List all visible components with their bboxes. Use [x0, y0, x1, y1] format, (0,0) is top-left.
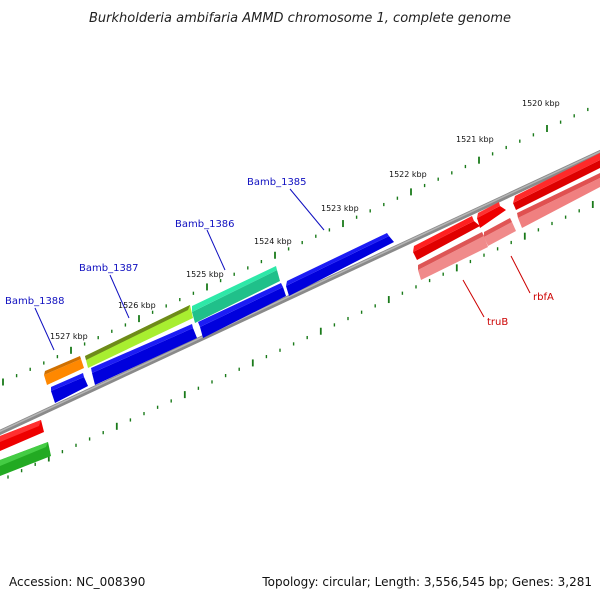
gene-rbfa-forward[interactable]	[477, 202, 506, 228]
gene-bamb1386-forward[interactable]	[192, 266, 280, 323]
gene-bamb1387-forward[interactable]	[85, 305, 193, 368]
upper-tick-row	[2, 107, 589, 386]
bamb1385-leader	[289, 188, 325, 231]
tick-label-1524: 1524 kbp	[254, 237, 292, 246]
trub-leader	[462, 279, 485, 318]
gene-trub-reverse[interactable]	[418, 232, 488, 280]
bamb1388-leader	[34, 307, 55, 351]
tick-label-1523: 1523 kbp	[321, 204, 359, 213]
gene-bamb1388-reverse[interactable]	[51, 373, 88, 403]
gene-red-forward-right[interactable]	[513, 153, 600, 210]
gene-bamb1386-reverse[interactable]	[198, 283, 286, 338]
tick-label-1526: 1526 kbp	[118, 301, 156, 310]
locus-label-bamb1388[interactable]: Bamb_1388	[5, 296, 65, 307]
tick-label-1521: 1521 kbp	[456, 135, 494, 144]
gene-bamb1388-forward[interactable]	[44, 356, 84, 385]
lower-tick-row	[7, 200, 594, 479]
accession-text: Accession: NC_008390	[9, 575, 145, 589]
tick-label-1520: 1520 kbp	[522, 99, 560, 108]
topology-text: Topology: circular; Length: 3,556,545 bp…	[261, 575, 592, 589]
chromosome-backbone-highlight	[0, 150, 600, 433]
tick-label-1522: 1522 kbp	[389, 170, 427, 179]
map-title: Burkholderia ambifaria AMMD chromosome 1…	[89, 11, 511, 26]
locus-label-bamb1385[interactable]: Bamb_1385	[247, 177, 307, 188]
gene-red-left[interactable]	[0, 420, 44, 451]
gene-bamb1385-forward[interactable]	[286, 233, 394, 296]
bamb1386-leader	[206, 229, 226, 271]
rbfa-leader	[510, 255, 531, 294]
gene-green-left[interactable]	[0, 442, 51, 476]
chromosome-backbone	[0, 149, 600, 436]
bamb1387-leader	[109, 274, 130, 319]
tick-label-1525: 1525 kbp	[186, 270, 224, 279]
gene-trub-forward[interactable]	[413, 216, 480, 260]
locus-label-bamb1386[interactable]: Bamb_1386	[175, 219, 235, 230]
gene-label-rbfa[interactable]: rbfA	[533, 292, 554, 303]
locus-label-bamb1387[interactable]: Bamb_1387	[79, 263, 139, 274]
gene-red-reverse-right[interactable]	[517, 173, 600, 228]
tick-label-1527: 1527 kbp	[50, 332, 88, 341]
gene-rbfa-reverse[interactable]	[484, 218, 516, 246]
gene-label-trub[interactable]: truB	[487, 317, 508, 328]
gene-bamb1387-reverse[interactable]	[91, 324, 197, 385]
